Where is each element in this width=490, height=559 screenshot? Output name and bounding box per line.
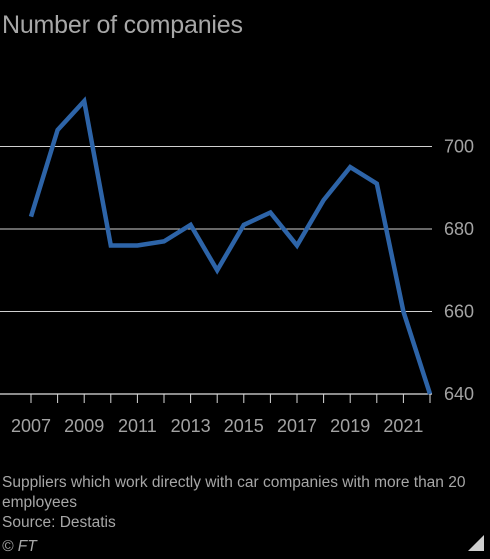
y-axis-tick-labels: 640 660 680 700: [444, 137, 474, 405]
chart-title: Number of companies: [2, 11, 243, 39]
y-tick-label-640: 640: [444, 384, 474, 404]
series-line-0: [28, 96, 433, 395]
y-tick-label-680: 680: [444, 219, 474, 239]
resize-corner-icon: [468, 535, 484, 551]
chart-footnote: Suppliers which work directly with car c…: [2, 474, 466, 511]
line-chart: 640 660 680 700 2007 2009 2011 2013 2015 2017 201…: [0, 96, 474, 436]
series-layer: [28, 96, 433, 395]
x-axis-ticks: 2007 2009 2011 2013 2015 2017 2019 2021: [11, 394, 431, 436]
chart-source: Source: Destatis: [2, 514, 116, 531]
x-tick-label-2013: 2013: [171, 416, 211, 436]
gridlines: [0, 146, 432, 395]
x-tick-label-2017: 2017: [277, 416, 317, 436]
x-tick-label-2021: 2021: [383, 416, 423, 436]
x-tick-label-2007: 2007: [11, 416, 51, 436]
y-tick-label-700: 700: [444, 137, 474, 157]
y-tick-label-660: 660: [444, 302, 474, 322]
x-tick-label-2019: 2019: [330, 416, 370, 436]
x-tick-label-2015: 2015: [224, 416, 264, 436]
x-tick-label-2009: 2009: [64, 416, 104, 436]
ft-copyright: © FT: [2, 538, 37, 555]
x-tick-label-2011: 2011: [118, 416, 157, 436]
